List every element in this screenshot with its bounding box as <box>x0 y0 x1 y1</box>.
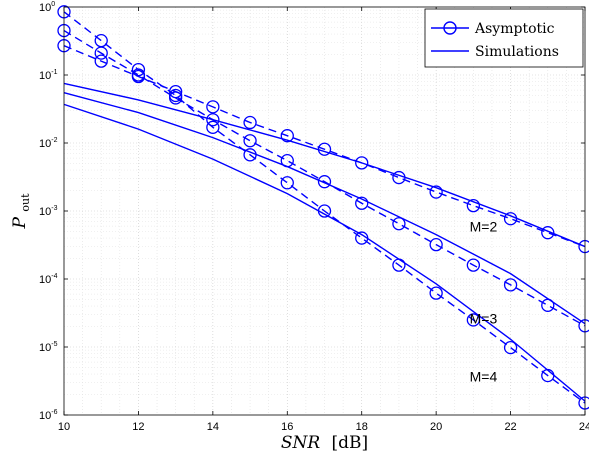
y-tick-base: 10 <box>39 342 51 354</box>
data-point-marker <box>243 115 257 130</box>
x-tick-label: 22 <box>504 421 516 433</box>
series-simulation-m2 <box>63 82 586 248</box>
y-tick-exponent: -3 <box>51 205 57 212</box>
y-tick-label: 100 <box>39 1 55 14</box>
y-tick-exponent: 0 <box>51 1 55 8</box>
data-point-marker <box>355 196 369 210</box>
data-point-marker <box>206 100 220 114</box>
data-point-marker <box>94 54 108 68</box>
data-point-marker <box>503 340 518 355</box>
annotations: M=2 M=3 M=4 <box>470 218 498 384</box>
series-line <box>63 29 586 327</box>
y-tick-exponent: -5 <box>51 341 57 348</box>
y-axis-label: P out <box>10 193 32 230</box>
legend-simulations-label: Simulations <box>475 44 559 60</box>
y-tick-exponent: -1 <box>51 69 57 76</box>
x-tick-label: 20 <box>430 421 442 433</box>
y-tick-label: 10-6 <box>39 409 58 422</box>
y-tick-exponent: -6 <box>51 409 57 416</box>
series-simulation-m3 <box>63 91 586 325</box>
x-tick-label: 16 <box>281 421 293 433</box>
data-point-marker <box>429 286 443 300</box>
y-tick-label: 10-2 <box>39 137 58 150</box>
y-tick-exponent: -2 <box>51 137 57 144</box>
y-axis-label-subscript: out <box>19 193 32 212</box>
data-point-marker <box>503 278 518 292</box>
x-axis-label: SNR [dB] <box>281 433 368 453</box>
x-tick-label: 10 <box>58 421 70 433</box>
data-point-marker <box>429 185 443 199</box>
x-tick-label: 24 <box>579 421 589 433</box>
y-tick-label: 10-3 <box>39 205 58 218</box>
x-axis-label-unit: [dB] <box>332 433 369 453</box>
series-group <box>57 5 589 410</box>
data-point-marker <box>94 33 108 48</box>
series-line <box>63 11 586 404</box>
y-axis-label-text: P <box>10 217 30 230</box>
y-tick-base: 10 <box>39 274 51 286</box>
y-tick-label: 10-4 <box>39 273 58 286</box>
data-point-marker <box>280 129 294 143</box>
data-point-marker <box>243 134 257 148</box>
data-point-marker <box>131 62 146 77</box>
data-point-marker <box>206 120 220 134</box>
grid <box>64 7 585 415</box>
legend-box <box>424 8 584 68</box>
data-point-marker <box>466 258 481 272</box>
legend-asymptotic-marker <box>443 21 457 35</box>
series-line <box>63 82 586 248</box>
data-point-marker <box>355 156 369 170</box>
series-line <box>63 45 586 248</box>
data-point-marker <box>541 226 555 240</box>
y-tick-exponent: -4 <box>51 273 57 280</box>
x-tick-label: 18 <box>356 421 368 433</box>
y-tick-base: 10 <box>39 70 51 82</box>
data-point-marker <box>466 198 481 213</box>
data-point-marker <box>466 313 481 327</box>
x-tick-label: 14 <box>207 421 219 433</box>
series-asymptotic-m4 <box>57 5 589 410</box>
legend: Asymptotic Simulations <box>424 8 584 68</box>
y-tick-base: 10 <box>39 138 51 150</box>
series-line <box>63 103 586 402</box>
data-point-marker <box>429 237 443 252</box>
y-tick-label: 10-5 <box>39 341 58 354</box>
y-tick-base: 10 <box>39 206 51 218</box>
legend-asymptotic-label: Asymptotic <box>474 21 555 37</box>
y-tick-label: 10-1 <box>39 69 58 82</box>
x-axis-label-text: SNR <box>281 433 321 453</box>
data-point-marker <box>392 217 406 231</box>
data-point-marker <box>317 175 332 189</box>
data-point-marker <box>280 176 294 190</box>
series-annotation-label: M=2 <box>470 218 498 234</box>
data-point-marker <box>168 88 183 103</box>
ticks: 10 12 14 16 18 20 22 2410-610-510-410-310-210-1… <box>39 1 589 433</box>
series-annotation-label: M=4 <box>470 369 498 385</box>
y-tick-base: 10 <box>39 2 51 14</box>
series-line <box>63 91 586 325</box>
series-simulation-m4 <box>63 103 586 402</box>
y-tick-base: 10 <box>39 410 51 422</box>
series-annotation-label: M=3 <box>470 311 498 327</box>
x-tick-label: 12 <box>132 421 144 433</box>
data-point-marker <box>206 113 220 127</box>
